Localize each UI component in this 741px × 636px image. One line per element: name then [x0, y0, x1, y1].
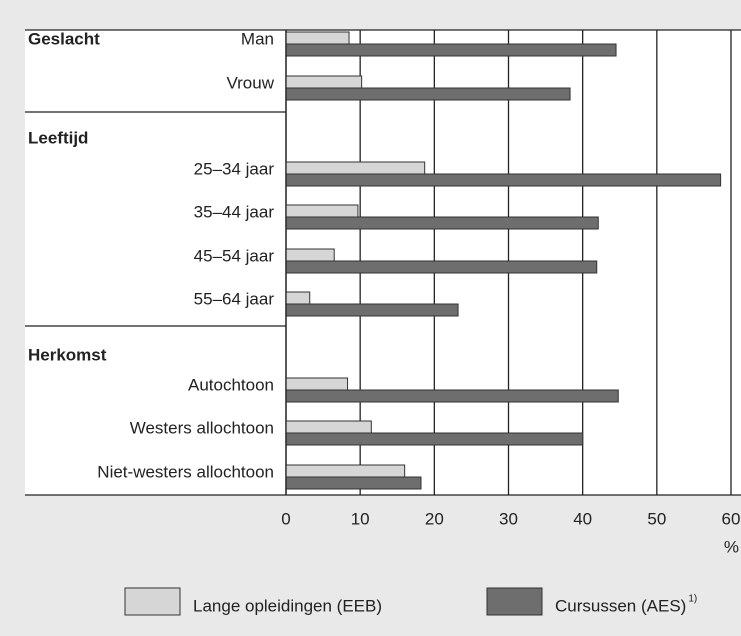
bar — [285, 248, 335, 262]
x-tick-label: 0 — [281, 509, 290, 528]
category-label: Vrouw — [226, 73, 274, 92]
category-label: 35–44 jaar — [194, 202, 275, 221]
x-tick-label: 60 — [722, 509, 741, 528]
bar — [285, 43, 617, 57]
bar — [285, 31, 350, 45]
bar — [285, 464, 406, 478]
category-label: 25–34 jaar — [194, 159, 275, 178]
bar — [285, 476, 422, 490]
group-label: Leeftijd — [28, 128, 88, 147]
bar — [285, 260, 598, 274]
x-tick-label: 50 — [647, 509, 666, 528]
legend-label: Lange opleidingen (EEB) — [193, 596, 382, 615]
bar — [285, 75, 363, 89]
legend-swatch — [486, 587, 543, 616]
category-label: Niet-westers allochtoon — [97, 462, 274, 481]
category-label: Westers allochtoon — [130, 418, 274, 437]
bar — [285, 216, 599, 230]
bar — [285, 87, 571, 101]
x-tick-label: 40 — [573, 509, 592, 528]
x-tick-label: 20 — [425, 509, 444, 528]
bar — [285, 204, 359, 218]
x-tick-label: 10 — [351, 509, 370, 528]
category-label: Autochtoon — [188, 375, 274, 394]
group-label: Geslacht — [28, 29, 100, 48]
bar — [285, 173, 722, 187]
bar — [285, 291, 311, 305]
group-label: Herkomst — [28, 345, 107, 364]
category-label: 55–64 jaar — [194, 289, 275, 308]
bar — [285, 377, 349, 391]
x-tick-label: 30 — [499, 509, 518, 528]
legend-swatch — [124, 587, 181, 616]
x-unit: % — [724, 537, 739, 556]
legend-label: Cursussen (AES) — [555, 596, 686, 615]
bar — [285, 161, 426, 175]
bar — [285, 389, 619, 403]
bar — [285, 420, 372, 434]
category-label: 45–54 jaar — [194, 246, 275, 265]
category-label: Man — [241, 29, 274, 48]
legend-note: 1) — [688, 594, 697, 605]
bar — [285, 303, 459, 317]
bar — [285, 432, 584, 446]
